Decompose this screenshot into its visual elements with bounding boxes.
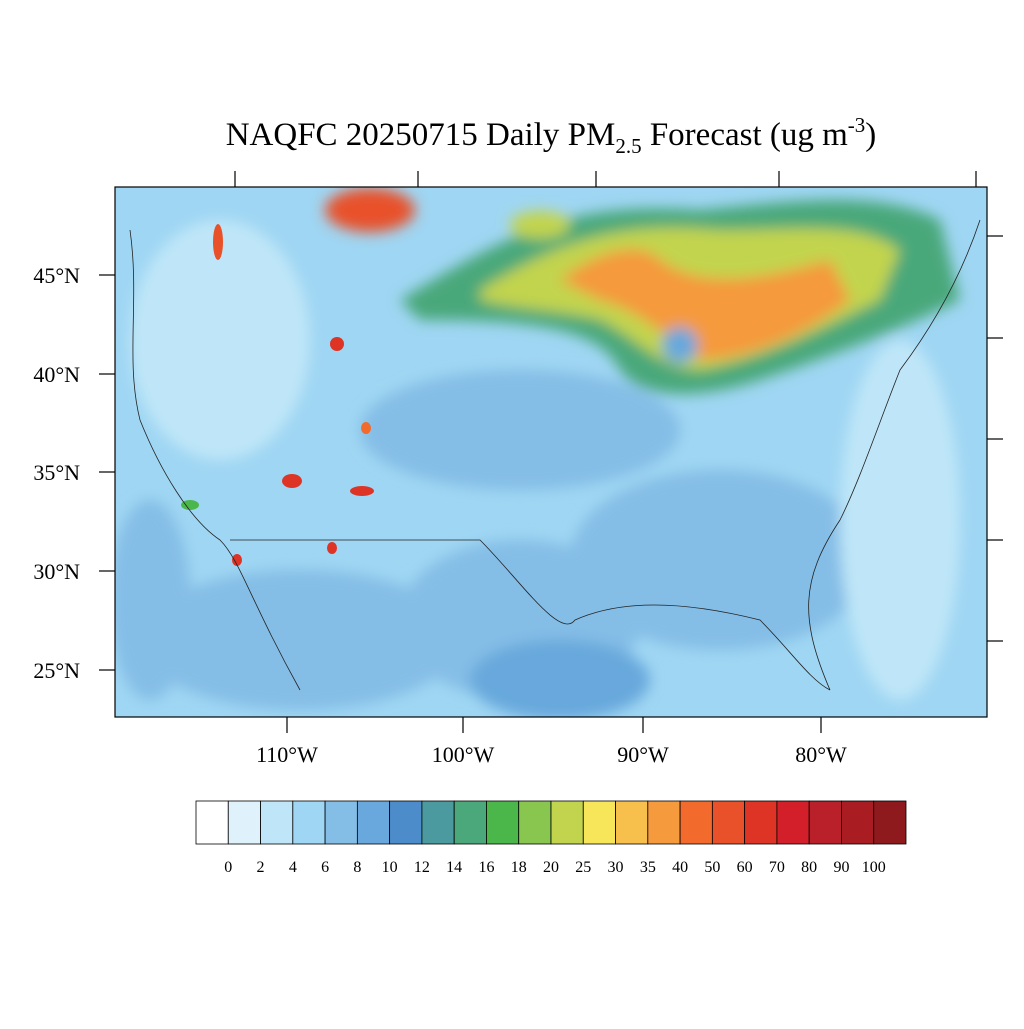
colorbar-box bbox=[389, 800, 423, 845]
colorbar-box bbox=[550, 800, 584, 845]
colorbar-box bbox=[841, 800, 875, 845]
pm-field bbox=[115, 187, 987, 717]
map-title: NAQFC 20250715 Daily PM2.5 Forecast (ug … bbox=[226, 113, 877, 158]
colorbar-label: 70 bbox=[769, 859, 785, 876]
colorbar-label: 80 bbox=[801, 859, 817, 876]
lat-label: 45°N bbox=[33, 263, 80, 288]
lon-label: 110°W bbox=[256, 742, 318, 767]
colorbar-box bbox=[486, 800, 520, 845]
colorbar-label: 90 bbox=[833, 859, 849, 876]
colorbar-label: 50 bbox=[704, 859, 720, 876]
colorbar-box bbox=[873, 800, 907, 845]
lon-label: 100°W bbox=[432, 742, 495, 767]
colorbar-label: 18 bbox=[511, 859, 527, 876]
colorbar-label: 35 bbox=[640, 859, 656, 876]
colorbar-box bbox=[227, 800, 261, 845]
colorbar-box bbox=[582, 800, 616, 845]
colorbar-box bbox=[260, 800, 294, 845]
colorbar-label: 25 bbox=[575, 859, 591, 876]
colorbar-box bbox=[776, 800, 810, 845]
colorbar-box bbox=[356, 800, 391, 845]
colorbar-label: 40 bbox=[672, 859, 688, 876]
colorbar-box bbox=[292, 800, 326, 845]
colorbar-label: 20 bbox=[543, 859, 559, 876]
colorbar-box bbox=[421, 800, 455, 845]
colorbar-label: 60 bbox=[737, 859, 753, 876]
colorbar-label: 16 bbox=[478, 859, 494, 876]
colorbar-box bbox=[615, 800, 649, 845]
colorbar-box bbox=[744, 800, 778, 845]
colorbar-box bbox=[324, 800, 358, 845]
colorbar-label: 4 bbox=[289, 859, 297, 876]
colorbar-label: 10 bbox=[382, 859, 398, 876]
colorbar-box bbox=[453, 800, 487, 845]
lat-label: 25°N bbox=[33, 658, 80, 683]
colorbar-box bbox=[195, 800, 229, 845]
colorbar-label: 6 bbox=[321, 859, 329, 876]
map-frame bbox=[114, 186, 988, 718]
colorbar-box bbox=[711, 800, 746, 845]
colorbar-box bbox=[808, 800, 842, 845]
colorbar-label: 14 bbox=[446, 859, 462, 876]
frame-ticks bbox=[99, 171, 1003, 733]
colorbar-box bbox=[647, 800, 681, 845]
colorbar-label: 12 bbox=[414, 859, 430, 876]
lon-label: 90°W bbox=[617, 742, 669, 767]
colorbar-box bbox=[679, 800, 713, 845]
colorbar-box bbox=[518, 800, 552, 845]
lon-label: 80°W bbox=[795, 742, 847, 767]
lat-label: 35°N bbox=[33, 460, 80, 485]
colorbar-label: 100 bbox=[862, 859, 886, 876]
lat-label: 40°N bbox=[33, 362, 80, 387]
colorbar-label: 2 bbox=[257, 859, 265, 876]
lat-label: 30°N bbox=[33, 559, 80, 584]
colorbar-label: 8 bbox=[353, 859, 361, 876]
colorbar-label: 0 bbox=[224, 859, 232, 876]
colorbar-label: 30 bbox=[608, 859, 624, 876]
